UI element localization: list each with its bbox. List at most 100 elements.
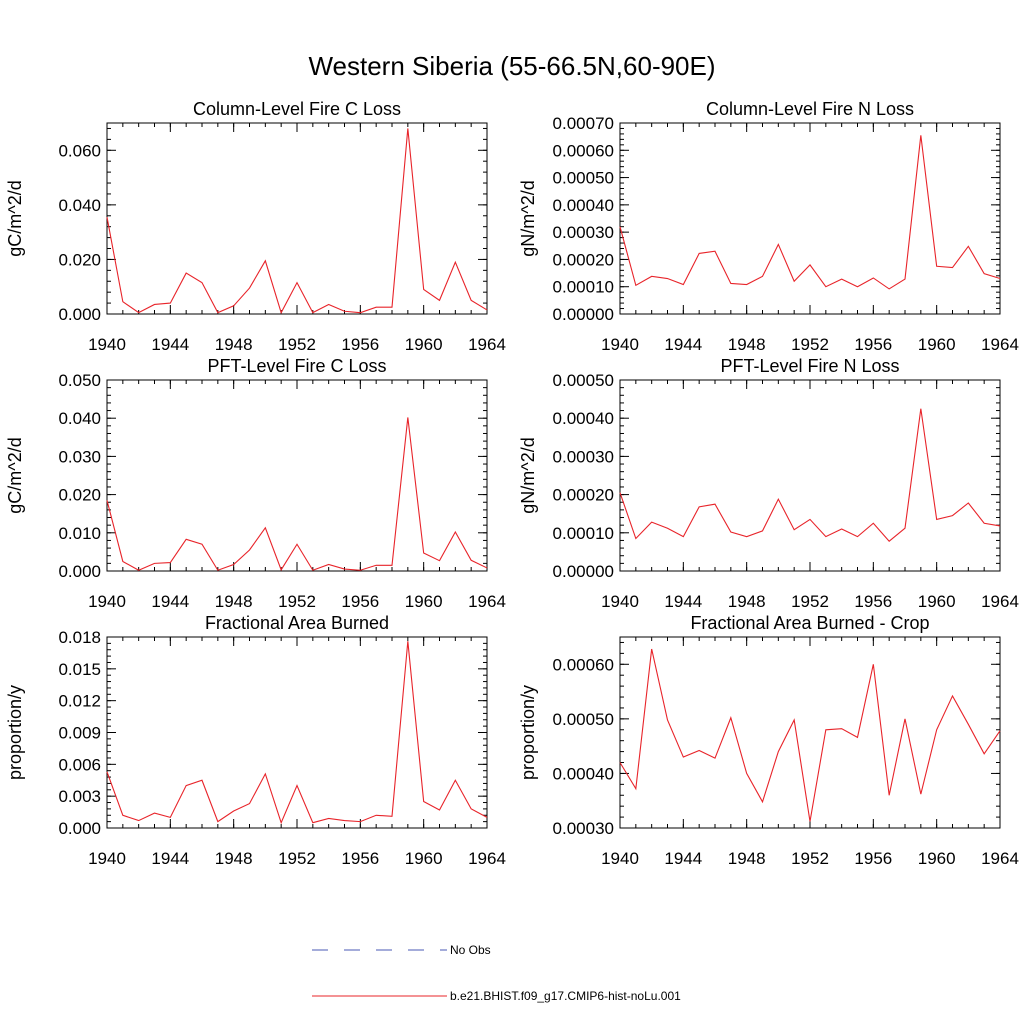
x-tick-label: 1940 bbox=[601, 849, 639, 868]
x-tick-label: 1952 bbox=[278, 849, 316, 868]
x-tick-label: 1940 bbox=[88, 849, 126, 868]
panel-title: PFT-Level Fire N Loss bbox=[720, 356, 899, 376]
legend-label-no-obs: No Obs bbox=[450, 943, 491, 957]
y-tick-label: 0.018 bbox=[58, 628, 101, 647]
x-tick-label: 1952 bbox=[791, 592, 829, 611]
y-axis-label: gN/m^2/d bbox=[518, 437, 538, 513]
legend-label-model-run: b.e21.BHIST.f09_g17.CMIP6-hist-noLu.001 bbox=[450, 989, 681, 1003]
y-tick-label: 0.00060 bbox=[553, 141, 614, 160]
y-tick-label: 0.050 bbox=[58, 371, 101, 390]
y-tick-label: 0.00040 bbox=[553, 409, 614, 428]
y-axis-label: gC/m^2/d bbox=[5, 180, 25, 256]
x-tick-label: 1944 bbox=[151, 592, 189, 611]
x-tick-label: 1960 bbox=[405, 592, 443, 611]
x-tick-label: 1944 bbox=[664, 335, 702, 354]
x-tick-label: 1952 bbox=[791, 335, 829, 354]
panel-1: Column-Level Fire N Loss gN/m^2/d 1940 1944… bbox=[518, 99, 1019, 354]
series-line bbox=[619, 408, 1001, 542]
y-tick-label: 0.003 bbox=[58, 787, 101, 806]
y-tick-label: 0.00000 bbox=[553, 562, 614, 581]
y-tick-label: 0.040 bbox=[58, 196, 101, 215]
x-tick-label: 1956 bbox=[341, 335, 379, 354]
x-tick-label: 1944 bbox=[664, 592, 702, 611]
y-tick-label: 0.00010 bbox=[553, 278, 614, 297]
series-line bbox=[106, 417, 488, 572]
y-tick-label: 0.00050 bbox=[553, 710, 614, 729]
y-tick-label: 0.009 bbox=[58, 724, 101, 743]
y-tick-label: 0.00000 bbox=[553, 305, 614, 324]
y-tick-label: 0.020 bbox=[58, 250, 101, 269]
y-tick-label: 0.00020 bbox=[553, 250, 614, 269]
x-tick-label: 1956 bbox=[854, 849, 892, 868]
plot-frame bbox=[106, 122, 488, 315]
x-tick-label: 1944 bbox=[664, 849, 702, 868]
x-tick-label: 1948 bbox=[728, 849, 766, 868]
y-tick-label: 0.010 bbox=[58, 524, 101, 543]
panel-2: PFT-Level Fire C Loss gC/m^2/d 1940 1944 194… bbox=[5, 356, 506, 611]
y-tick-label: 0.015 bbox=[58, 660, 101, 679]
series-line bbox=[619, 135, 1001, 290]
x-tick-label: 1948 bbox=[215, 849, 253, 868]
x-tick-label: 1960 bbox=[918, 849, 956, 868]
x-tick-label: 1964 bbox=[981, 335, 1019, 354]
y-tick-label: 0.000 bbox=[58, 819, 101, 838]
y-tick-label: 0.00030 bbox=[553, 223, 614, 242]
x-tick-label: 1940 bbox=[601, 335, 639, 354]
y-tick-label: 0.012 bbox=[58, 692, 101, 711]
panels: Column-Level Fire C Loss gC/m^2/d 1940 1944… bbox=[5, 99, 1019, 868]
x-tick-label: 1960 bbox=[918, 592, 956, 611]
y-tick-label: 0.00040 bbox=[553, 764, 614, 783]
x-tick-label: 1948 bbox=[728, 335, 766, 354]
x-tick-label: 1952 bbox=[278, 335, 316, 354]
series-line bbox=[106, 128, 488, 315]
panel-4: Fractional Area Burned proportion/y 1940 19… bbox=[5, 613, 506, 868]
y-tick-label: 0.060 bbox=[58, 141, 101, 160]
x-tick-label: 1964 bbox=[468, 335, 506, 354]
x-tick-label: 1940 bbox=[88, 335, 126, 354]
x-tick-label: 1956 bbox=[854, 592, 892, 611]
panel-title: PFT-Level Fire C Loss bbox=[207, 356, 386, 376]
x-tick-label: 1952 bbox=[278, 592, 316, 611]
y-tick-label: 0.00040 bbox=[553, 196, 614, 215]
plot-frame bbox=[106, 636, 488, 829]
y-tick-label: 0.00020 bbox=[553, 486, 614, 505]
y-tick-label: 0.00050 bbox=[553, 371, 614, 390]
x-tick-label: 1940 bbox=[601, 592, 639, 611]
y-tick-label: 0.040 bbox=[58, 409, 101, 428]
x-tick-label: 1964 bbox=[981, 849, 1019, 868]
x-tick-label: 1948 bbox=[215, 335, 253, 354]
y-tick-label: 0.030 bbox=[58, 447, 101, 466]
plot-frame bbox=[619, 636, 1001, 829]
x-tick-label: 1944 bbox=[151, 849, 189, 868]
panel-5: Fractional Area Burned - Crop proportion/… bbox=[518, 613, 1019, 868]
panel-title: Fractional Area Burned bbox=[205, 613, 389, 633]
x-tick-label: 1964 bbox=[981, 592, 1019, 611]
x-tick-label: 1956 bbox=[341, 849, 379, 868]
y-tick-label: 0.020 bbox=[58, 486, 101, 505]
x-tick-label: 1960 bbox=[405, 849, 443, 868]
plot-frame bbox=[619, 122, 1001, 315]
x-tick-label: 1948 bbox=[728, 592, 766, 611]
x-tick-label: 1960 bbox=[405, 335, 443, 354]
y-tick-label: 0.006 bbox=[58, 755, 101, 774]
y-axis-label: proportion/y bbox=[5, 685, 25, 780]
y-tick-label: 0.00030 bbox=[553, 447, 614, 466]
y-tick-label: 0.00060 bbox=[553, 655, 614, 674]
panel-0: Column-Level Fire C Loss gC/m^2/d 1940 1944… bbox=[5, 99, 506, 354]
x-tick-label: 1940 bbox=[88, 592, 126, 611]
y-tick-label: 0.00010 bbox=[553, 524, 614, 543]
x-tick-label: 1944 bbox=[151, 335, 189, 354]
x-tick-label: 1964 bbox=[468, 849, 506, 868]
y-tick-label: 0.000 bbox=[58, 562, 101, 581]
y-axis-label: gN/m^2/d bbox=[518, 180, 538, 256]
plot-frame bbox=[619, 379, 1001, 572]
y-tick-label: 0.000 bbox=[58, 305, 101, 324]
panel-title: Column-Level Fire C Loss bbox=[193, 99, 401, 119]
panel-3: PFT-Level Fire N Loss gN/m^2/d 1940 1944 194… bbox=[518, 356, 1019, 611]
x-tick-label: 1952 bbox=[791, 849, 829, 868]
figure-title: Western Siberia (55-66.5N,60-90E) bbox=[308, 51, 715, 81]
y-tick-label: 0.00050 bbox=[553, 169, 614, 188]
x-tick-label: 1964 bbox=[468, 592, 506, 611]
y-tick-label: 0.00070 bbox=[553, 114, 614, 133]
